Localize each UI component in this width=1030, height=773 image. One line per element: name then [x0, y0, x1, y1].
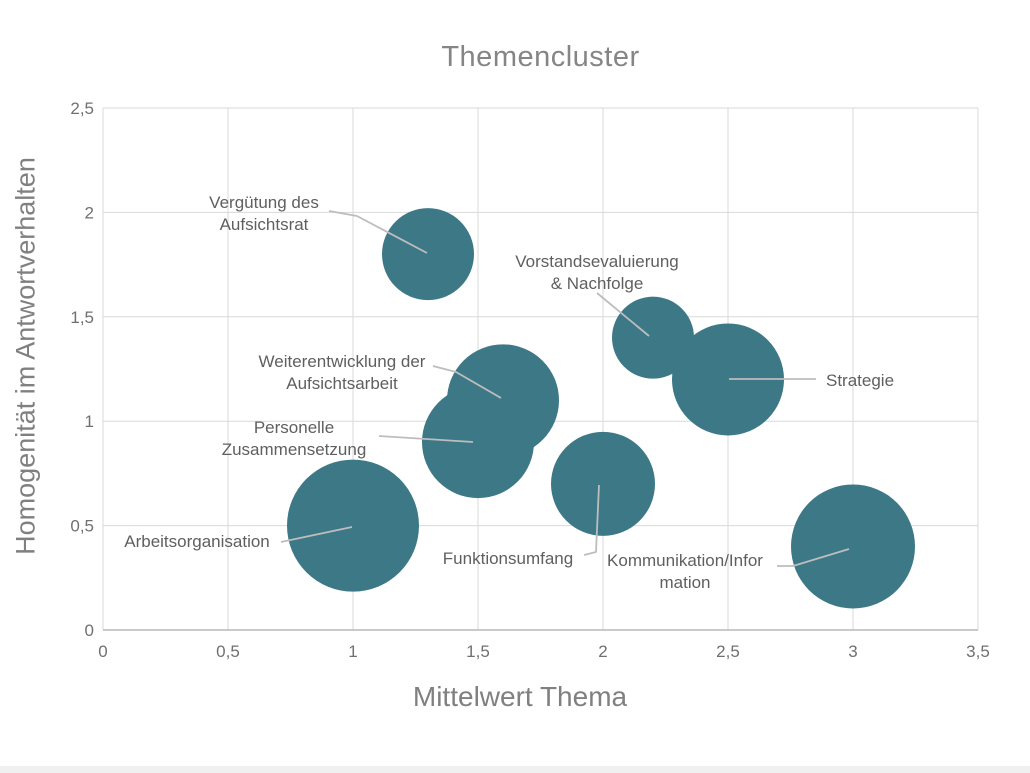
bottom-edge-strip: [0, 766, 1030, 773]
bubble-label-funktionsumfang: Funktionsumfang: [443, 549, 573, 568]
y-tick-label: 0,5: [70, 517, 94, 536]
x-tick-label: 3,5: [966, 642, 990, 661]
x-tick-label: 2,5: [716, 642, 740, 661]
x-tick-label: 2: [598, 642, 607, 661]
chart-title: Themencluster: [441, 41, 640, 73]
x-tick-label: 1,5: [466, 642, 490, 661]
y-tick-label: 2: [85, 203, 94, 222]
y-tick-label: 1,5: [70, 308, 94, 327]
bubble-label-strategie: Strategie: [826, 371, 894, 390]
leader-line-funktionsumfang: [583, 484, 600, 556]
x-axis-title: Mittelwert Thema: [412, 681, 628, 712]
y-tick-label: 0: [85, 621, 94, 640]
bubble-label-vorstandsevaluierung-nachfolge: Vorstandsevaluierung & Nachfolge: [515, 252, 679, 293]
x-tick-label: 0,5: [216, 642, 240, 661]
bubble-kommunikation-information: [791, 484, 915, 609]
leader-line-kommunikation-information: [777, 548, 850, 567]
bubble-strategie: [672, 323, 784, 436]
y-tick-label: 1: [85, 412, 94, 431]
leader-line-verguetung-aufsichtsrat: [328, 210, 428, 254]
y-tick-label: 2,5: [70, 99, 94, 118]
x-tick-label: 0: [98, 642, 107, 661]
leader-line-arbeitsorganisation: [280, 526, 353, 543]
bubble-vorstandsevaluierung-nachfolge: [612, 296, 694, 379]
bubble-arbeitsorganisation: [287, 459, 419, 592]
leader-line-weiterentwicklung-aufsichtsarbeit: [432, 365, 502, 399]
x-tick-label: 3: [848, 642, 857, 661]
x-tick-label: 1: [348, 642, 357, 661]
bubble-label-kommunikation-information: Kommunikation/Infor mation: [607, 551, 763, 592]
leader-line-personelle-zusammensetzung: [378, 435, 474, 443]
bubble-verguetung-aufsichtsrat: [382, 208, 474, 301]
bubble-label-verguetung-aufsichtsrat: Vergütung des Aufsichtsrat: [209, 193, 319, 234]
bubble-label-personelle-zusammensetzung: Personelle Zusammensetzung: [222, 418, 367, 459]
bubble-label-arbeitsorganisation: Arbeitsorganisation: [124, 532, 270, 551]
leader-line-vorstandsevaluierung-nachfolge: [596, 292, 650, 337]
bubble-funktionsumfang: [551, 431, 655, 536]
bubble-personelle-zusammensetzung: [422, 386, 534, 499]
bubble-label-weiterentwicklung-aufsichtsarbeit: Weiterentwicklung der Aufsichtsarbeit: [259, 352, 426, 393]
